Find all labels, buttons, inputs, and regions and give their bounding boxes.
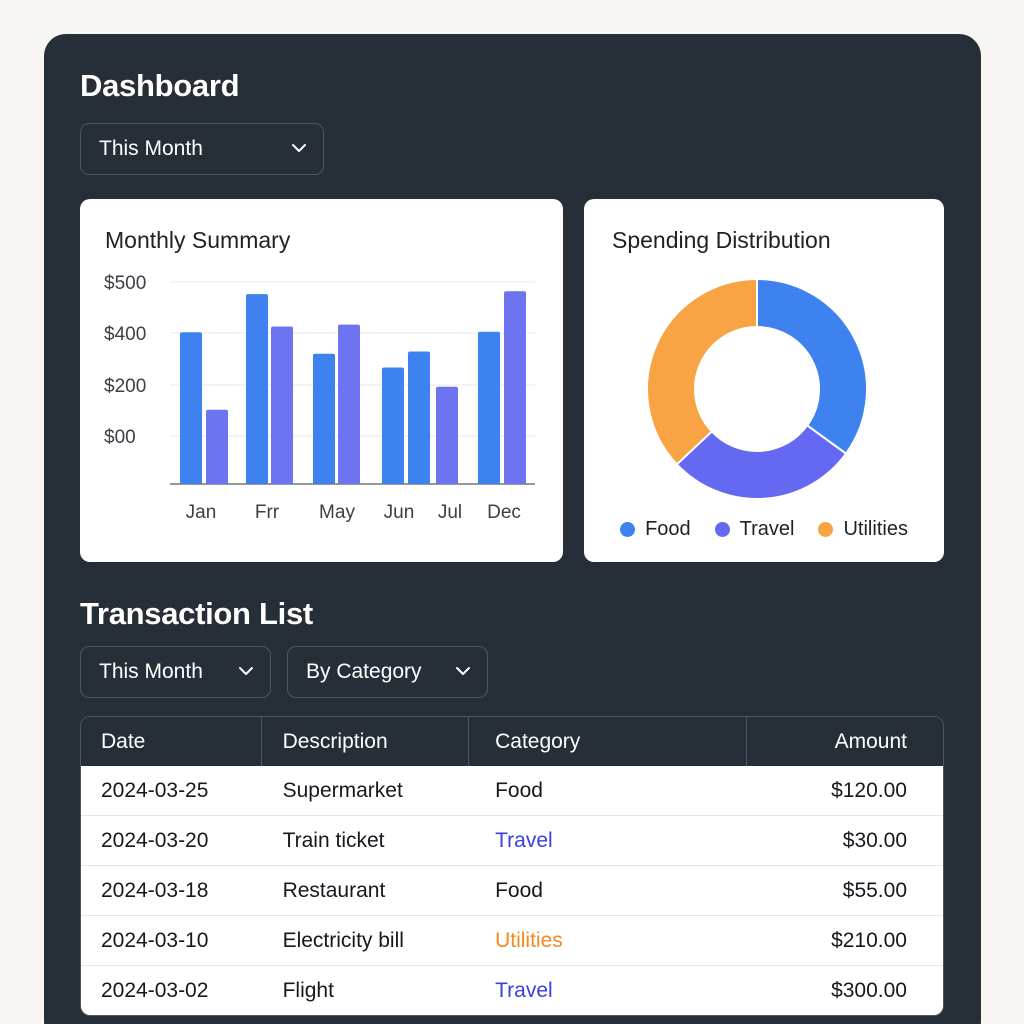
bar-may (338, 324, 360, 484)
cell-description: Flight (282, 979, 334, 1002)
donut-slice-travel (675, 424, 848, 500)
bar-jun (408, 351, 430, 484)
cell-amount: $30.00 (842, 828, 907, 852)
cell-description: Restaurant (282, 878, 386, 902)
cell-date: 2024-03-10 (101, 928, 209, 952)
x-tick-label: Jan (186, 502, 217, 523)
bar-jan (180, 332, 202, 484)
bar-frr (246, 294, 268, 484)
spending-distribution-card: Spending Distribution Food Travel Utilit… (584, 199, 944, 562)
y-tick-label: $400 (104, 324, 146, 345)
bar-dec (504, 291, 526, 484)
table-row[interactable]: 2024-03-25 Supermarket Food $120.00 (81, 766, 943, 816)
bar-may (313, 353, 335, 484)
period-select[interactable]: This Month (80, 123, 324, 175)
table-body: 2024-03-25 Supermarket Food $120.00 2024-03-… (81, 766, 943, 1015)
cell-date: 2024-03-02 (101, 979, 209, 1002)
chevron-down-icon (292, 144, 306, 152)
transaction-list-title: Transaction List (80, 596, 313, 631)
bar-dec (478, 331, 500, 484)
cell-description: Electricity bill (282, 928, 404, 952)
monthly-summary-card: Monthly Summary $500 $400 $200 $00 Jan Frr May… (80, 199, 563, 562)
cell-category: Travel (495, 979, 553, 1002)
x-tick-label: Frr (255, 502, 280, 523)
chart-legend: Food Travel Utilities (584, 518, 944, 541)
cell-amount: $55.00 (842, 878, 907, 902)
cell-category: Travel (495, 828, 553, 852)
chevron-down-icon (456, 667, 470, 675)
bar-jan (206, 409, 228, 484)
x-tick-label: Jun (384, 502, 415, 523)
legend-dot-travel (714, 522, 730, 537)
bar-chart: $500 $400 $200 $00 Jan Frr May Jun Jul Dec (104, 273, 535, 523)
x-tick-label: May (319, 502, 355, 523)
column-header-description[interactable]: Description (262, 717, 470, 766)
cell-description: Supermarket (282, 778, 403, 802)
y-tick-label: $200 (104, 376, 146, 397)
table-row[interactable]: 2024-03-10 Electricity bill Utilities $210.… (81, 916, 943, 966)
column-header-category[interactable]: Category (469, 717, 748, 766)
cell-amount: $210.00 (831, 928, 907, 952)
legend-label-food: Food (645, 518, 691, 540)
page-title: Dashboard (80, 68, 240, 103)
table-header: Date Description Category Amount (81, 717, 943, 766)
cell-date: 2024-03-18 (101, 878, 209, 902)
cell-date: 2024-03-20 (101, 828, 209, 852)
legend-item-food: Food (620, 518, 691, 541)
table-row[interactable]: 2024-03-02 Flight Travel $300.00 (81, 966, 943, 1015)
cell-amount: $300.00 (831, 979, 907, 1002)
spending-distribution-title: Spending Distribution (612, 227, 831, 253)
legend-dot-food (620, 522, 636, 537)
cell-category: Food (495, 778, 543, 802)
monthly-summary-title: Monthly Summary (105, 227, 291, 253)
group-by-value: By Category (306, 660, 422, 683)
cell-description: Train ticket (282, 828, 385, 852)
legend-label-travel: Travel (739, 518, 795, 540)
y-tick-label: $00 (104, 427, 136, 448)
legend-dot-utilities (818, 522, 834, 537)
legend-item-utilities: Utilities (818, 518, 908, 541)
donut-slice-utilities (646, 277, 758, 466)
cell-date: 2024-03-25 (101, 778, 209, 802)
bar-jul (436, 386, 458, 484)
group-by-select[interactable]: By Category (287, 646, 488, 698)
table-row[interactable]: 2024-03-18 Restaurant Food $55.00 (81, 866, 943, 916)
transaction-period-select[interactable]: This Month (80, 646, 271, 698)
period-select-value: This Month (99, 137, 203, 160)
bar-jun (382, 367, 404, 484)
legend-item-travel: Travel (714, 518, 795, 541)
x-tick-label: Jul (438, 502, 462, 523)
chevron-down-icon (239, 667, 253, 675)
cell-category: Food (495, 878, 543, 902)
transaction-period-value: This Month (99, 660, 203, 683)
y-tick-label: $500 (104, 273, 146, 294)
bar-frr (271, 326, 293, 484)
table-row[interactable]: 2024-03-20 Train ticket Travel $30.00 (81, 816, 943, 866)
donut-slice-food (756, 277, 868, 456)
cell-amount: $120.00 (831, 778, 907, 802)
x-tick-label: Dec (487, 502, 521, 523)
column-header-amount[interactable]: Amount (834, 729, 907, 753)
column-header-date[interactable]: Date (81, 717, 262, 766)
donut-chart (646, 277, 868, 500)
cell-category: Utilities (495, 928, 563, 952)
legend-label-utilities: Utilities (843, 518, 908, 540)
transaction-table: Date Description Category Amount 2024-03… (80, 716, 944, 1016)
